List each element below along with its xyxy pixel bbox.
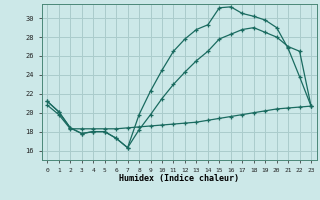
X-axis label: Humidex (Indice chaleur): Humidex (Indice chaleur) — [119, 174, 239, 183]
